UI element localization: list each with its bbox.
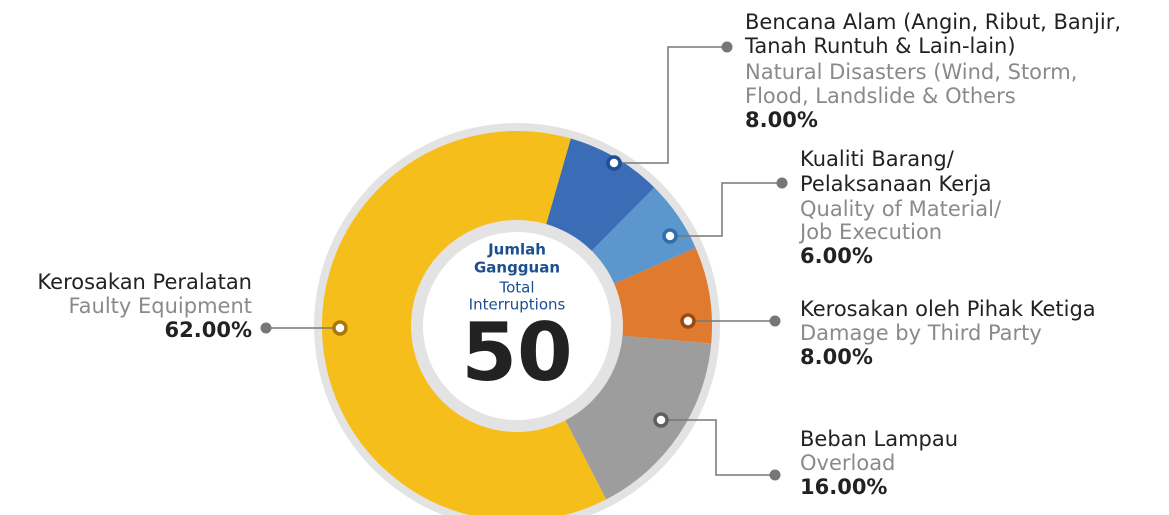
value-label: 6.00%: [800, 244, 873, 268]
category-label: Tanah Runtuh & Lain-lain): [744, 34, 1016, 58]
value-label: 8.00%: [800, 345, 873, 369]
center-title: Jumlah: [487, 241, 546, 259]
segment-dot: [606, 155, 622, 171]
value-label: 16.00%: [800, 475, 887, 499]
category-label-en: Job Execution: [798, 220, 942, 244]
end-dot: [721, 41, 733, 53]
donut-segment: [544, 138, 655, 256]
category-label-en: Natural Disasters (Wind, Storm,: [745, 60, 1077, 84]
donut-segment: [562, 335, 712, 500]
center-subtitle: Total: [498, 279, 534, 297]
center-subtitle: Interruptions: [469, 296, 566, 314]
segment-dot: [680, 313, 696, 329]
category-label-en: Faulty Equipment: [69, 294, 253, 318]
category-label: Beban Lampau: [800, 427, 958, 451]
category-label-en: Flood, Landslide & Others: [745, 84, 1016, 108]
category-label: Kerosakan Peralatan: [37, 270, 252, 294]
segment-dot: [653, 412, 669, 428]
category-label: Pelaksanaan Kerja: [800, 172, 992, 196]
value-label: 62.00%: [165, 318, 252, 342]
category-label: Bencana Alam (Angin, Ribut, Banjir,: [745, 10, 1121, 34]
end-dot: [769, 315, 781, 327]
category-label: Kerosakan oleh Pihak Ketiga: [800, 297, 1096, 321]
center-value: 50: [461, 306, 572, 399]
end-dot: [260, 322, 272, 334]
donut-segment: [587, 187, 696, 286]
value-label: 8.00%: [745, 108, 818, 132]
leader-line: [661, 419, 775, 476]
center-disc: [423, 232, 611, 420]
category-label-en: Quality of Material/: [800, 197, 1002, 221]
center-title: Gangguan: [474, 259, 560, 277]
leader-line: [614, 46, 727, 164]
leader-line: [670, 182, 782, 237]
segment-dot: [662, 228, 678, 244]
end-dot: [769, 469, 781, 481]
category-label-en: Damage by Third Party: [800, 321, 1042, 345]
category-label-en: Overload: [800, 451, 895, 475]
category-label: Kualiti Barang/: [800, 147, 955, 171]
segment-dot: [332, 320, 348, 336]
end-dot: [776, 177, 788, 189]
